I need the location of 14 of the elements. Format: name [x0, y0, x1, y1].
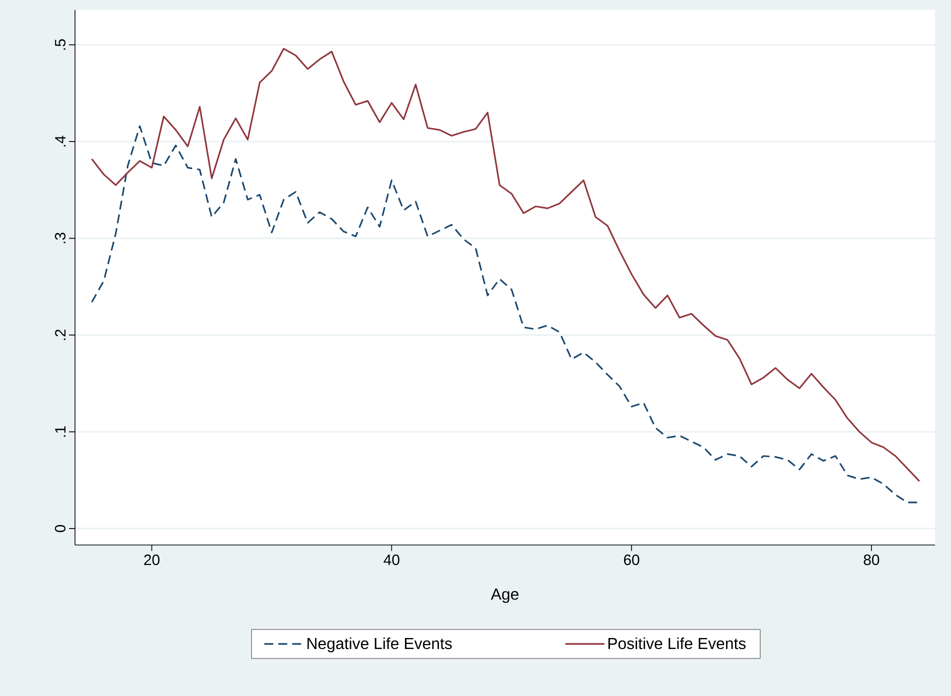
- x-tick-label: 20: [144, 554, 160, 566]
- y-tick-label: .4: [55, 136, 66, 146]
- x-axis-title: Age: [490, 588, 518, 603]
- line-series: [90, 48, 920, 482]
- x-tick-label: 80: [864, 554, 880, 566]
- y-tick-label: .5: [55, 39, 66, 50]
- y-tick-label: 0: [54, 524, 66, 532]
- legend-label: Positive Life Events: [608, 637, 746, 650]
- y-tick-label: .2: [55, 330, 66, 340]
- x-tick-label: 40: [384, 554, 400, 566]
- x-tick-label: 60: [624, 554, 640, 566]
- y-tick-label: .1: [55, 426, 66, 437]
- legend-label: Negative Life Events: [308, 637, 452, 652]
- y-tick-label: .3: [54, 232, 66, 244]
